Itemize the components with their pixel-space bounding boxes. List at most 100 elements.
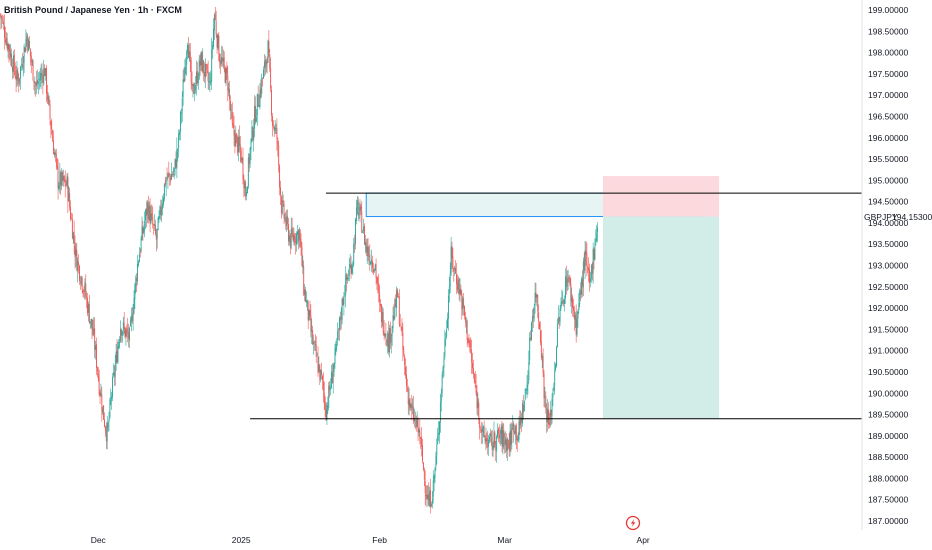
candle [193, 82, 195, 94]
candle [552, 387, 554, 407]
candle [113, 365, 115, 386]
candle [192, 83, 194, 98]
candle [57, 159, 59, 200]
candle [380, 299, 381, 313]
candle [155, 228, 157, 252]
candle [132, 303, 134, 331]
y-tick-label: 190.00000 [868, 388, 908, 398]
candle [487, 430, 489, 455]
candle [371, 249, 373, 273]
candle [567, 269, 569, 291]
candle [597, 222, 599, 243]
candle [594, 238, 596, 261]
candle [69, 187, 71, 211]
x-tick-label: 2025 [232, 535, 251, 545]
candle [489, 428, 491, 443]
candle [511, 423, 513, 450]
candle [550, 409, 552, 426]
candle [548, 402, 549, 429]
candle [203, 60, 205, 82]
candle [323, 381, 325, 411]
stop-zone[interactable] [602, 176, 720, 217]
candle [454, 265, 456, 276]
candle [228, 82, 230, 97]
candle [409, 397, 411, 411]
candle [133, 289, 135, 315]
candle [139, 248, 141, 258]
candle [535, 283, 537, 303]
candle [536, 294, 538, 307]
candle [330, 378, 331, 396]
candle [39, 67, 41, 87]
candle [271, 113, 273, 137]
candle [71, 213, 73, 239]
candle [219, 53, 221, 69]
candle [105, 422, 107, 450]
candle [95, 340, 97, 360]
candle [512, 415, 514, 431]
candle [502, 423, 504, 455]
candle [341, 297, 343, 325]
candle [160, 199, 162, 221]
candle [96, 366, 98, 378]
candle [521, 412, 523, 432]
candle [147, 195, 149, 224]
y-tick-label: 192.50000 [868, 282, 908, 292]
candle [344, 284, 346, 297]
x-tick-label: Mar [497, 535, 512, 545]
candle [561, 289, 563, 307]
candle [216, 33, 218, 54]
candle [42, 69, 44, 95]
y-axis[interactable]: 199.00000 198.50000 198.00000 197.50000 197.… [868, 5, 908, 526]
x-axis[interactable]: Dec 2025 Feb Mar Apr [91, 535, 650, 545]
candle [290, 217, 292, 250]
candle [384, 333, 386, 338]
candle [364, 234, 366, 254]
candle [156, 228, 158, 249]
candle [168, 161, 170, 178]
candle [379, 285, 381, 313]
candle [351, 263, 353, 275]
y-tick-label: 189.50000 [868, 410, 908, 420]
candle [154, 214, 155, 231]
candle [483, 420, 485, 438]
candle [450, 237, 452, 277]
candle [96, 337, 97, 375]
candle [498, 424, 500, 444]
candle [106, 415, 108, 450]
lightning-icon[interactable] [625, 515, 641, 531]
candle [173, 167, 175, 180]
candle [445, 332, 447, 347]
candle [91, 318, 93, 340]
candle [36, 70, 38, 95]
candle [488, 434, 490, 456]
candle [530, 330, 532, 342]
candle [176, 137, 178, 179]
candle [400, 326, 402, 331]
candle [149, 198, 151, 233]
x-tick-label: Dec [91, 535, 107, 545]
candle [212, 40, 214, 59]
candle [257, 85, 259, 107]
candle [431, 490, 433, 509]
target-zone[interactable] [602, 216, 720, 419]
candle [377, 276, 379, 294]
candle [469, 338, 471, 353]
candle [589, 271, 591, 288]
candle [365, 238, 367, 256]
candle [381, 306, 383, 327]
candle [565, 265, 567, 295]
candle [556, 318, 558, 348]
candle [397, 287, 398, 298]
candle [499, 429, 501, 446]
candle [13, 49, 15, 76]
candle [250, 138, 252, 161]
candle [558, 316, 560, 329]
candle [449, 262, 451, 294]
candle [77, 257, 79, 283]
candle [9, 44, 11, 61]
candle [534, 282, 536, 314]
candle [588, 257, 590, 283]
candle [53, 130, 55, 155]
